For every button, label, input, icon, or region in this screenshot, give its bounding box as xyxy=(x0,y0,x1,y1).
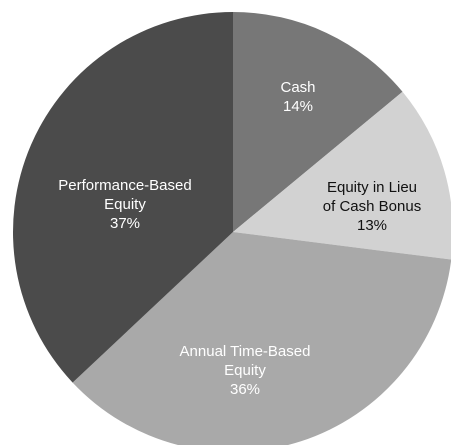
pie-slice xyxy=(72,232,451,445)
slice-label: of Cash Bonus xyxy=(323,198,421,215)
slice-label: Equity xyxy=(224,362,266,379)
slice-value-label: 14% xyxy=(283,98,313,115)
slice-label: Annual Time-Based xyxy=(180,343,311,360)
slice-value-label: 13% xyxy=(357,217,387,234)
slice-label: Equity in Lieu xyxy=(327,179,417,196)
slice-label: Cash xyxy=(280,79,315,96)
slice-label: Performance-Based xyxy=(58,177,191,194)
pie-slice xyxy=(12,12,233,383)
pie-slice xyxy=(233,91,451,260)
slice-value-label: 36% xyxy=(230,381,260,398)
slice-value-label: 37% xyxy=(110,215,140,232)
slice-label: Equity xyxy=(104,196,146,213)
pie-slice xyxy=(233,12,403,232)
